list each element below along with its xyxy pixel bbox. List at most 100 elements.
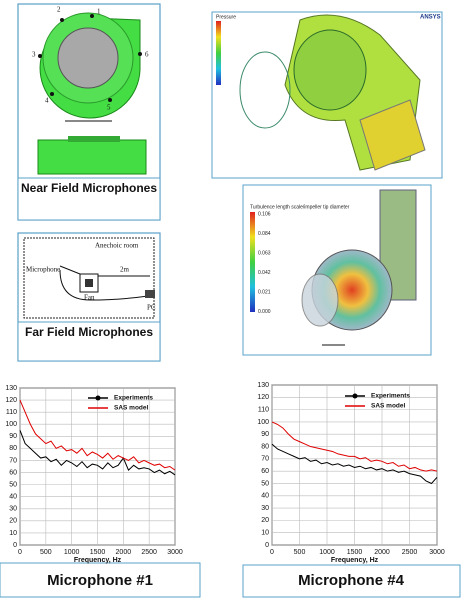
series-line [19,430,176,476]
x-tick-label: 1500 [347,549,363,556]
fan-side-rim [68,136,120,142]
x-tick-label: 0 [18,549,22,556]
caption-box [0,562,201,598]
y-tick-label: 0 [265,542,269,549]
legend-tick-label: 0.063 [258,250,271,256]
y-tick-label: 100 [5,421,17,428]
y-tick-label: 120 [257,394,269,401]
far-field-panel: Anechoic room Microphone 2m Fan PC Far F… [17,232,161,362]
y-tick-label: 40 [9,494,17,501]
y-tick-label: 130 [5,385,17,392]
chart-caption: Microphone #4 [298,572,405,589]
y-tick-label: 110 [258,406,269,413]
x-tick-label: 1500 [90,549,106,556]
y-tick-label: 80 [9,445,17,452]
y-tick-label: 70 [9,457,17,464]
cable [59,269,149,301]
impeller [293,29,367,111]
y-tick-label: 20 [261,517,269,524]
y-tick-label: 40 [261,493,269,500]
x-tick-label: 0 [270,549,274,556]
legend-tick-label: 0.000 [258,309,271,315]
y-tick-label: 10 [261,530,269,537]
y-tick-label: 60 [9,469,17,476]
legend-marker [352,393,358,399]
pc-label: PC [147,304,156,312]
brand: ANSYS [420,15,441,21]
caption-box [17,177,161,221]
room-label: Anechoic room [95,242,139,250]
mic-number: 5 [107,104,111,112]
x-tick-label: 3000 [429,549,445,556]
legend-marker [95,395,101,401]
y-tick-label: 120 [5,397,17,404]
mic-label: Microphone [26,266,60,274]
distance-label: 2m [120,266,130,274]
caption: Near Field Microphones [20,181,158,195]
caption-box [242,564,461,598]
x-axis-label: Frequency, Hz [74,557,122,564]
chart-caption: Microphone #1 [47,572,153,589]
fan-hub [57,27,119,89]
mic-number: 1 [97,8,101,16]
x-tick-label: 2000 [374,549,390,556]
x-tick-label: 1000 [319,549,335,556]
turbulence-panel: Turbulence length scale/impeller tip dia… [242,184,432,356]
legend-label: SAS model [114,405,149,412]
legend-label: Experiments [114,395,153,402]
inlet [239,51,291,129]
legend-title: Turbulence length scale/impeller tip dia… [250,204,350,210]
legend-tick-label: 0.021 [258,289,271,295]
y-tick-label: 110 [6,409,17,416]
y-tick-label: 80 [261,443,269,450]
series-line [19,399,176,471]
caption-holder: Near Field Microphones [20,181,158,195]
y-tick-label: 50 [261,480,269,487]
legend-title: Pressure [216,14,236,20]
y-tick-label: 10 [9,530,17,537]
mic-number: 6 [145,51,149,59]
x-tick-label: 2000 [116,549,132,556]
colorbar [216,21,221,85]
fan-side [37,139,147,175]
pc-icon [145,290,155,298]
mic-dots [38,14,142,102]
y-tick-label: 90 [261,431,269,438]
x-tick-label: 2500 [402,549,418,556]
y-tick-label: 60 [261,468,269,475]
x-tick-label: 3000 [167,549,183,556]
caption: Far Field Microphones [24,325,153,339]
mic-number: 3 [32,51,36,59]
fan-core [85,279,93,287]
legend-label: Experiments [371,393,410,400]
fan-label: Fan [84,294,95,302]
caption-box [17,321,161,362]
x-tick-label: 500 [294,549,306,556]
colorbar [250,212,255,312]
x-tick-label: 500 [40,549,52,556]
mic-number: 2 [57,6,61,14]
y-tick-label: 30 [261,505,269,512]
x-tick-label: 1000 [64,549,80,556]
series-line [271,443,438,485]
legend-tick-label: 0.042 [258,270,271,276]
inlet [301,273,339,327]
mic-line [59,265,81,275]
series-line [271,421,438,472]
y-tick-label: 100 [257,419,269,426]
fan-box [79,273,99,293]
y-tick-label: 130 [257,382,269,389]
x-tick-label: 2500 [141,549,157,556]
mic-number: 4 [45,97,49,105]
outlet [359,99,426,171]
y-tick-label: 0 [13,542,17,549]
y-tick-label: 20 [9,518,17,525]
legend-tick-label: 0.106 [258,211,271,217]
near-field-panel: 1 2 3 4 5 6 Near Field Microphones [17,3,161,221]
room [23,237,155,319]
legend-tick-label: 0.084 [258,231,271,237]
y-tick-label: 50 [9,481,17,488]
y-tick-label: 30 [9,506,17,513]
caption-holder: Far Field Microphones [24,325,153,339]
